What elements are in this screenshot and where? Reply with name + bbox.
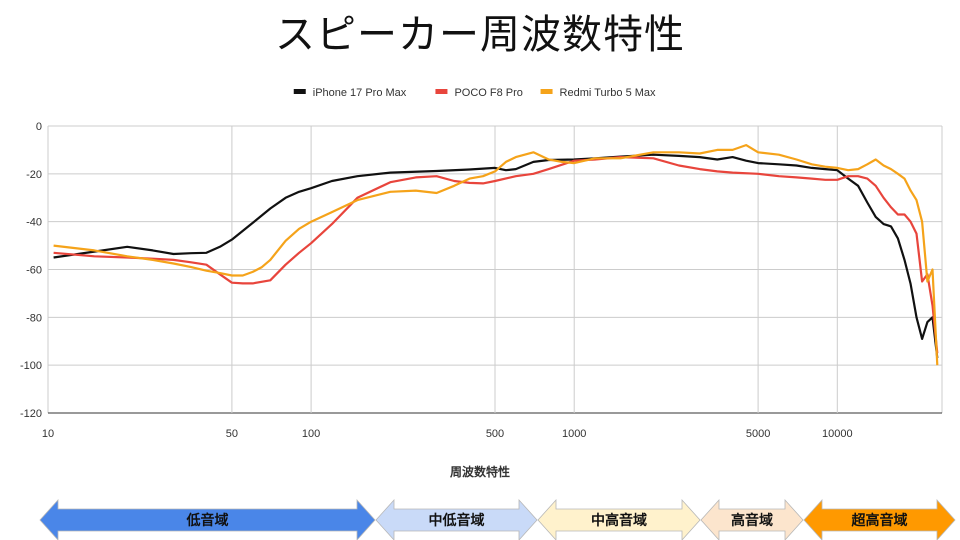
series-line [53, 156, 939, 354]
y-tick-label: -40 [26, 217, 42, 229]
legend-swatch [540, 89, 553, 94]
band-label: 中低音域 [429, 512, 485, 529]
y-tick-label: -60 [26, 265, 42, 277]
band-label: 低音域 [186, 512, 229, 529]
x-tick-label: 10 [42, 428, 54, 440]
page-title: スピーカー周波数特性 [275, 12, 685, 58]
series-line [53, 144, 939, 366]
y-tick-label: -20 [26, 169, 42, 181]
band-arrow [39, 498, 376, 540]
y-tick-label: 0 [36, 121, 42, 133]
band-label: 高音域 [731, 512, 773, 529]
x-tick-label: 500 [486, 428, 504, 440]
band-arrow [700, 498, 804, 540]
legend-swatch [435, 89, 448, 94]
chart-series [53, 144, 939, 366]
x-tick-label: 5000 [746, 428, 770, 440]
x-tick-label: 50 [226, 428, 238, 440]
chart-grid [47, 125, 943, 414]
legend-label: Redmi Turbo 5 Max [560, 87, 656, 99]
chart-legend: iPhone 17 Pro Max POCO F8 Pro Redmi Turbo … [293, 87, 656, 99]
band-arrow [803, 498, 956, 540]
y-tick-label: -80 [26, 312, 42, 324]
band-arrow [375, 498, 538, 540]
x-tick-label: 1000 [562, 428, 586, 440]
x-axis-label: 周波数特性 [449, 465, 510, 479]
y-tick-label: -100 [20, 360, 42, 372]
y-tick-label: -120 [20, 408, 42, 420]
band-label: 超高音域 [851, 512, 908, 529]
band-arrow [537, 498, 701, 540]
band-label: 中高音域 [591, 512, 647, 529]
legend-label: POCO F8 Pro [454, 87, 522, 99]
legend-swatch [293, 89, 306, 94]
x-tick-label: 100 [302, 428, 320, 440]
legend-label: iPhone 17 Pro Max [313, 87, 407, 99]
x-tick-label: 10000 [822, 428, 853, 440]
